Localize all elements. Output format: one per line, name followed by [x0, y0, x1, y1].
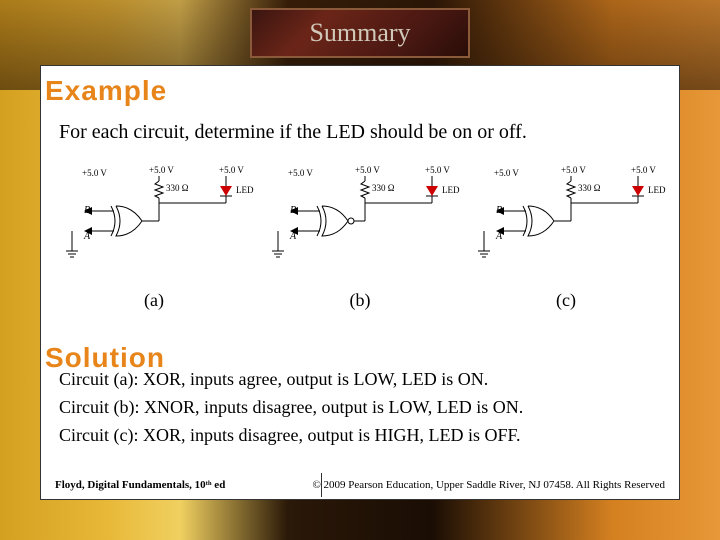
- footer-divider: [321, 473, 322, 497]
- footer-right: © 2009 Pearson Education, Upper Saddle R…: [312, 479, 665, 491]
- resistor-label: 330 Ω: [578, 183, 601, 193]
- resistor-label: 330 Ω: [372, 183, 395, 193]
- circuit-a: +5.0 V +5.0 V +5.0 V 330 Ω LED: [54, 161, 254, 291]
- led-icon: [632, 186, 644, 196]
- volt-label: +5.0 V: [82, 168, 107, 178]
- volt-label: +5.0 V: [561, 165, 586, 175]
- page-title: Summary: [309, 18, 410, 48]
- led-label: LED: [236, 185, 254, 195]
- circuit-a-label: (a): [144, 290, 164, 311]
- volt-label: +5.0 V: [149, 165, 174, 175]
- volt-label: +5.0 V: [219, 165, 244, 175]
- volt-label: +5.0 V: [288, 168, 313, 178]
- solution-b: Circuit (b): XNOR, inputs disagree, outp…: [59, 394, 661, 422]
- led-icon: [426, 186, 438, 196]
- question-text: For each circuit, determine if the LED s…: [59, 121, 661, 144]
- solution-c: Circuit (c): XOR, inputs disagree, outpu…: [59, 422, 661, 450]
- resistor-label: 330 Ω: [166, 183, 189, 193]
- footer-left: Floyd, Digital Fundamentals, 10ᵗʰ ed: [55, 479, 225, 491]
- solutions-block: Circuit (a): XOR, inputs agree, output i…: [59, 366, 661, 450]
- circuits-row: +5.0 V +5.0 V +5.0 V 330 Ω LED: [51, 161, 669, 291]
- led-icon: [220, 186, 232, 196]
- circuit-b-diagram: +5.0 V +5.0 V +5.0 V 330 Ω LED B A: [260, 161, 460, 281]
- volt-label: +5.0 V: [494, 168, 519, 178]
- solution-heading: Solution: [45, 342, 165, 374]
- volt-label: +5.0 V: [631, 165, 656, 175]
- led-label: LED: [648, 185, 666, 195]
- content-panel: For each circuit, determine if the LED s…: [40, 65, 680, 500]
- title-banner: Summary: [250, 8, 470, 58]
- circuit-b: +5.0 V +5.0 V +5.0 V 330 Ω LED B A: [260, 161, 460, 291]
- led-label: LED: [442, 185, 460, 195]
- volt-label: +5.0 V: [355, 165, 380, 175]
- circuit-b-label: (b): [350, 290, 371, 311]
- circuit-c-label: (c): [556, 290, 576, 311]
- footer: Floyd, Digital Fundamentals, 10ᵗʰ ed © 2…: [41, 471, 679, 499]
- example-heading: Example: [45, 75, 167, 107]
- circuit-c-diagram: +5.0 V +5.0 V +5.0 V 330 Ω LED B A: [466, 161, 666, 281]
- circuit-c: +5.0 V +5.0 V +5.0 V 330 Ω LED B A: [466, 161, 666, 291]
- volt-label: +5.0 V: [425, 165, 450, 175]
- circuit-a-diagram: +5.0 V +5.0 V +5.0 V 330 Ω LED: [54, 161, 254, 281]
